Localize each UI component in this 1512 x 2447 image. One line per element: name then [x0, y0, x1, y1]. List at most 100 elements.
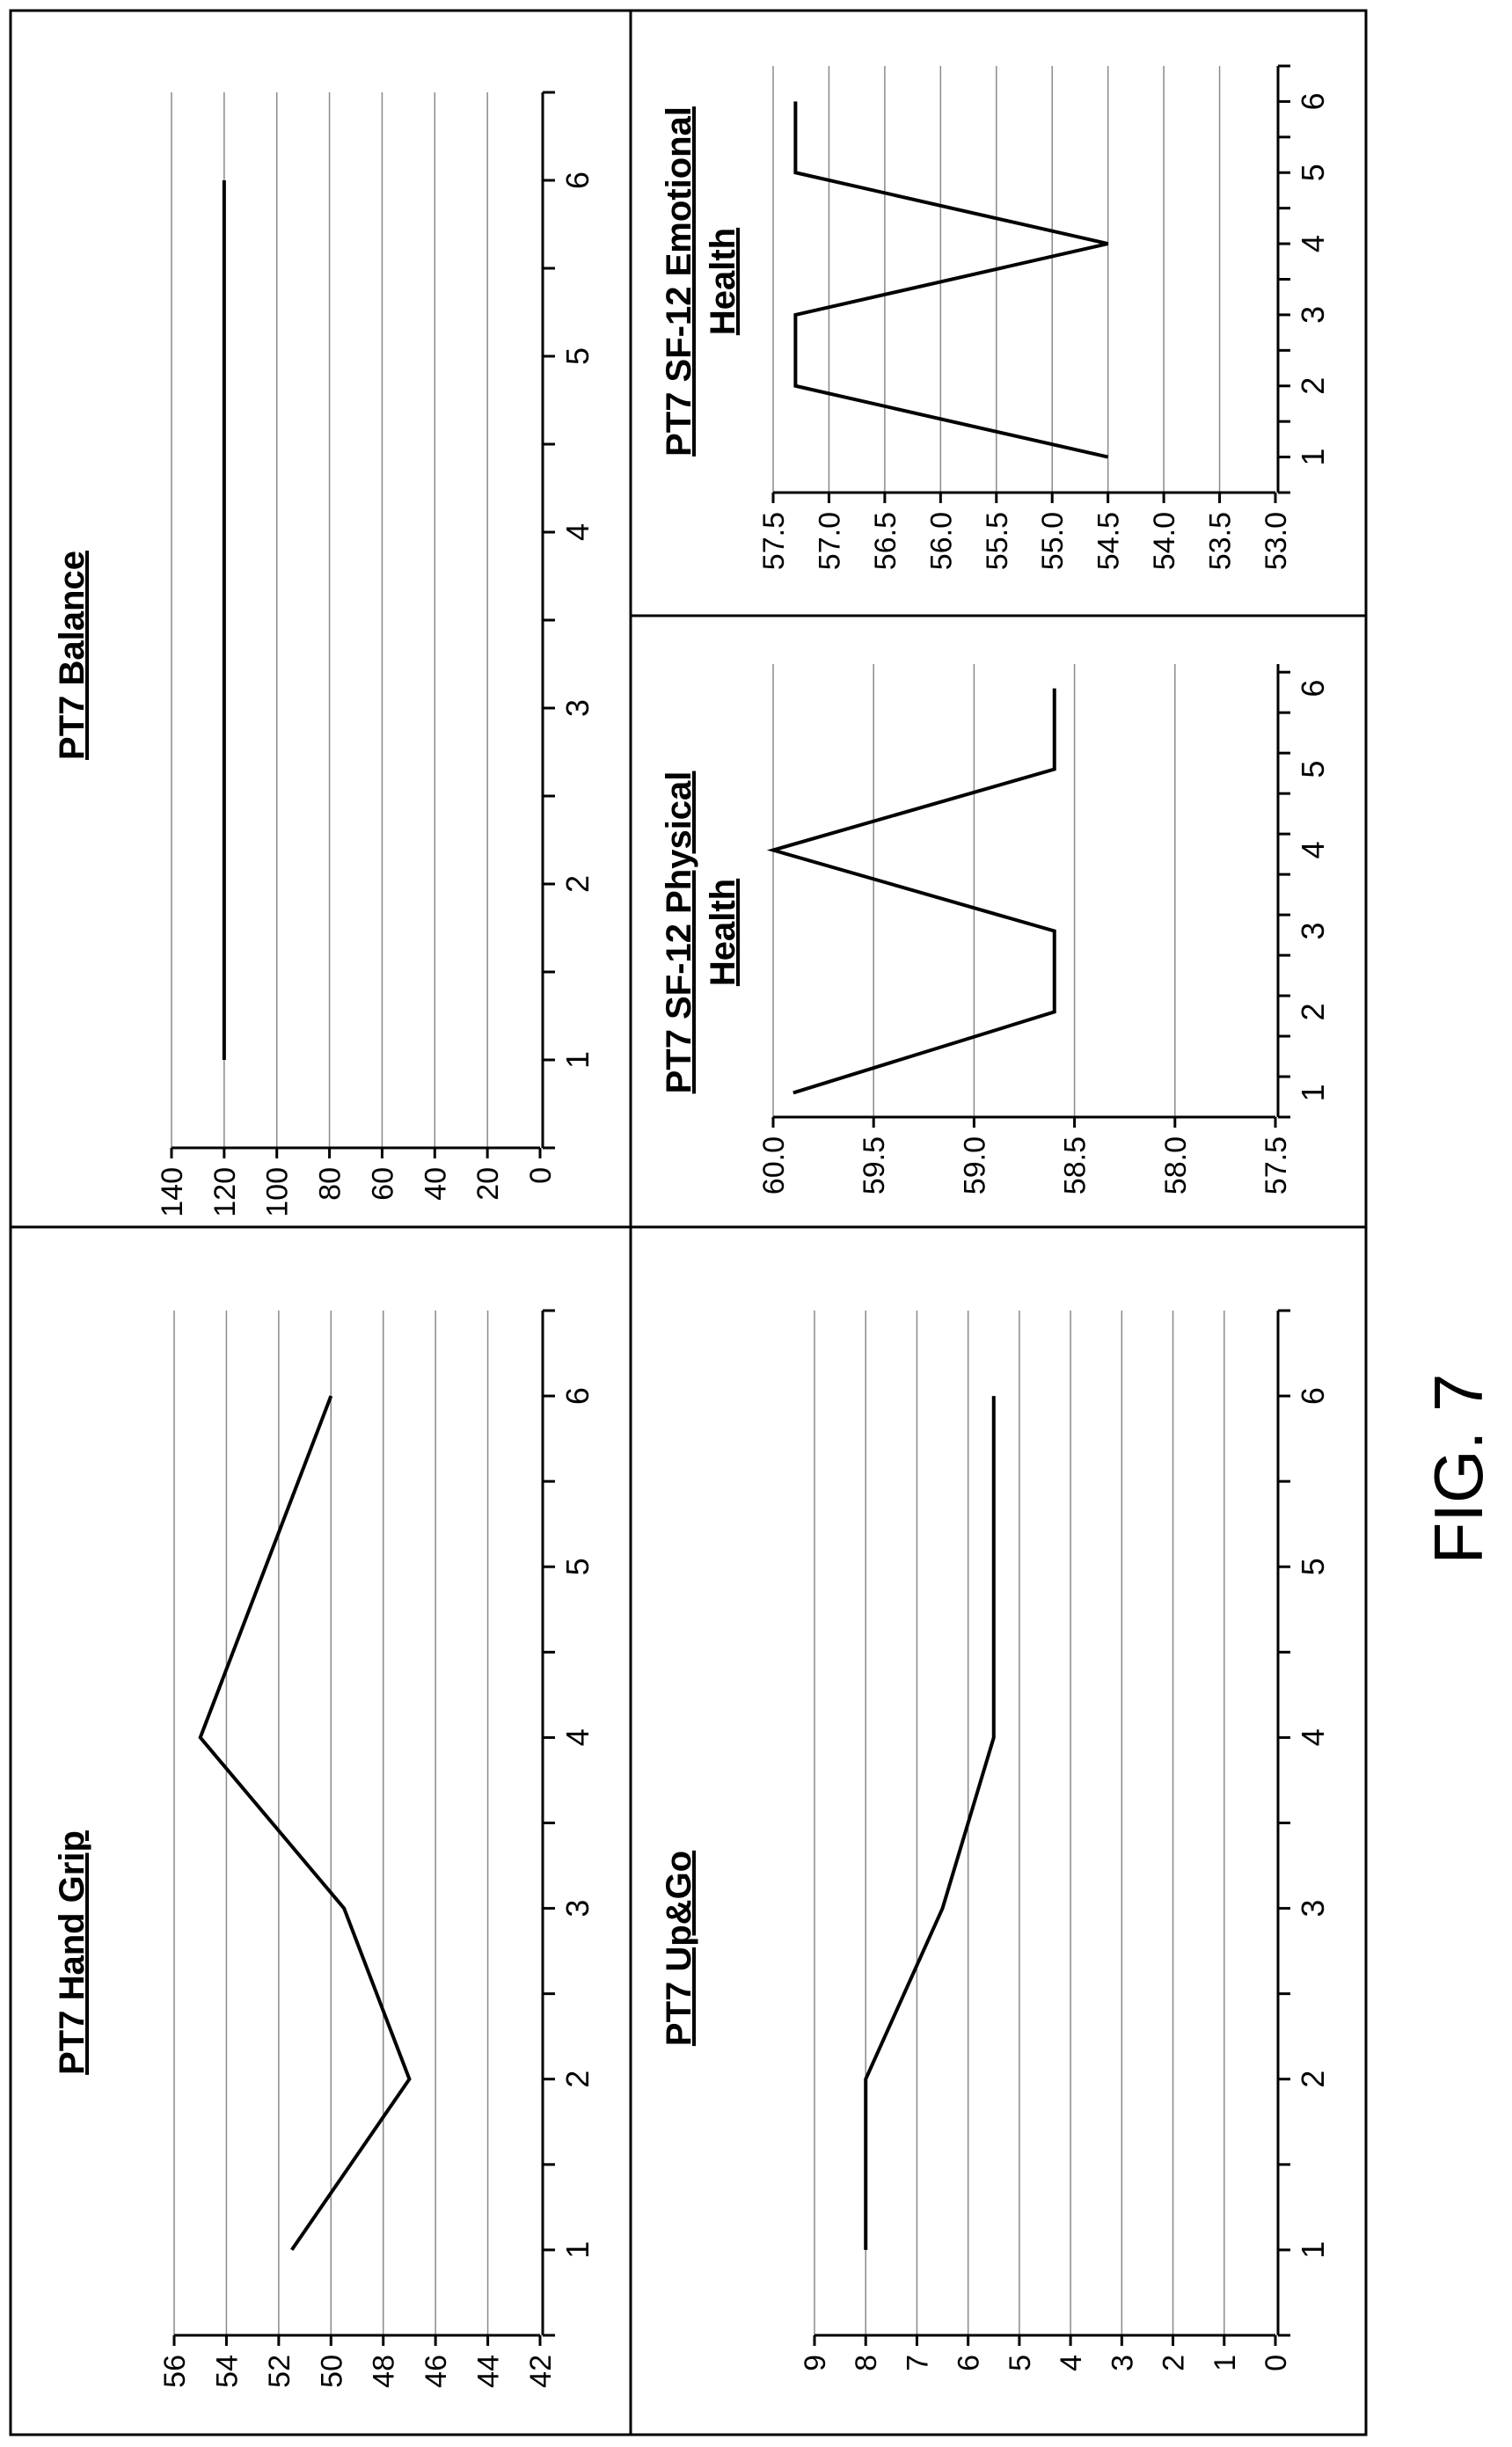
x-tick-label: 6 [1295, 92, 1331, 110]
x-tick-label: 5 [1295, 164, 1331, 181]
y-tick-label: 54 [210, 2355, 244, 2388]
x-tick-label: 4 [559, 1728, 595, 1746]
y-tick-label: 56.5 [869, 512, 902, 570]
x-tick-label: 1 [559, 1051, 595, 1069]
x-tick-label: 1 [1295, 2241, 1331, 2259]
x-tick-label: 2 [1295, 1003, 1331, 1020]
x-tick-label: 5 [559, 347, 595, 365]
y-tick-label: 42 [524, 2355, 558, 2388]
y-tick-label: 8 [850, 2355, 883, 2371]
chart-title-line: Health [704, 879, 742, 986]
x-tick-label: 2 [559, 875, 595, 893]
chart-title: PT7 SF-12 Emotional Health [660, 106, 742, 457]
x-tick-label: 1 [1295, 449, 1331, 466]
x-tick-label: 5 [1295, 1558, 1331, 1575]
chart-title-line: Health [704, 228, 742, 335]
y-tick-label: 56.0 [924, 512, 958, 570]
y-tick-label: 55.0 [1036, 512, 1070, 570]
y-tick-label: 7 [901, 2355, 934, 2371]
series-line [864, 1396, 996, 2250]
chart-title: PT7 SF-12 Physical Health [660, 771, 742, 1094]
chart-balance: 0 20 40 60 80 100 120 140 1 2 3 4 5 6 PT7 Balance [53, 91, 595, 1217]
chart-title: PT7 Up&Go [660, 1851, 698, 2046]
series-line [766, 688, 1056, 1095]
y-tick-label: 4 [1055, 2355, 1088, 2371]
y-tick-label: 53.0 [1260, 512, 1293, 570]
y-tick-label: 53.5 [1204, 512, 1238, 570]
y-tick-label: 60 [366, 1167, 399, 1201]
figure-label-group: FIG. 7 [1420, 1374, 1497, 1565]
y-tick-label: 56 [158, 2355, 192, 2388]
y-tick-label: 59.0 [958, 1136, 991, 1194]
y-tick-label: 40 [419, 1167, 452, 1201]
y-tick-label: 120 [208, 1167, 242, 1217]
y-tick-label: 52 [263, 2355, 296, 2388]
x-tick-label: 2 [1295, 2071, 1331, 2088]
chart-title-line: PT7 Hand Grip [53, 1830, 91, 2075]
x-tick-label: 3 [559, 1900, 595, 1917]
y-tick-label: 58.5 [1059, 1136, 1092, 1194]
x-tick-label: 4 [1295, 1728, 1331, 1746]
x-tick-label: 1 [559, 2241, 595, 2259]
y-tick-label: 57.5 [757, 512, 791, 570]
x-tick-label: 2 [559, 2071, 595, 2088]
chart-title-line: PT7 SF-12 Emotional [660, 106, 698, 457]
y-tick-label: 140 [156, 1167, 189, 1217]
x-tick-label: 4 [1295, 235, 1331, 252]
y-tick-label: 50 [315, 2355, 348, 2388]
y-tick-label: 9 [799, 2355, 832, 2371]
chart-sf12-emotional: 53.0 53.5 54.0 54.5 55.0 55.5 56.0 56.5 57.0 57.5… [660, 64, 1331, 570]
x-tick-label: 4 [559, 523, 595, 541]
x-tick-label: 3 [1295, 306, 1331, 324]
y-tick-label: 0 [1260, 2355, 1293, 2371]
y-tick-label: 44 [472, 2355, 506, 2388]
x-tick-label: 5 [559, 1558, 595, 1575]
y-tick-label: 80 [314, 1167, 347, 1201]
x-tick-label: 5 [1295, 761, 1331, 778]
x-tick-label: 4 [1295, 842, 1331, 859]
chart-title-line: PT7 SF-12 Physical [660, 771, 698, 1094]
y-tick-label: 6 [953, 2355, 986, 2371]
y-tick-label: 3 [1106, 2355, 1139, 2371]
y-tick-label: 20 [471, 1167, 505, 1201]
y-tick-label: 59.5 [858, 1136, 891, 1194]
panel-frame [9, 9, 1368, 2436]
chart-title-line: PT7 Up&Go [660, 1851, 698, 2046]
x-tick-label: 6 [1295, 1387, 1331, 1405]
outer-frame [9, 9, 1368, 2436]
y-tick-label: 2 [1158, 2355, 1191, 2371]
y-tick-label: 54.0 [1148, 512, 1181, 570]
y-tick-label: 46 [420, 2355, 453, 2388]
chart-title: PT7 Balance [53, 551, 91, 760]
x-tick-label: 3 [1295, 1900, 1331, 1917]
y-tick-label: 55.5 [981, 512, 1014, 570]
chart-title: PT7 Hand Grip [53, 1830, 91, 2075]
x-tick-label: 3 [559, 699, 595, 717]
y-tick-label: 57.0 [813, 512, 846, 570]
y-tick-label: 48 [368, 2355, 401, 2388]
chart-sf12-physical: 57.5 58.0 58.5 59.0 59.5 60.0 1 2 3 4 5 6 PT7 SF-12 … [660, 664, 1331, 1194]
series-line [198, 1395, 412, 2252]
x-tick-label: 2 [1295, 377, 1331, 395]
y-tick-label: 54.5 [1092, 512, 1126, 570]
x-tick-label: 1 [1295, 1084, 1331, 1101]
x-tick-label: 6 [1295, 680, 1331, 698]
chart-up-go: 0 1 2 3 4 5 6 7 8 9 1 2 3 4 5 6 PT7 Up&Go [660, 1309, 1331, 2371]
figure-label: FIG. 7 [1420, 1374, 1497, 1565]
series-line [793, 101, 1109, 459]
y-tick-label: 1 [1209, 2355, 1242, 2371]
y-tick-label: 100 [261, 1167, 295, 1217]
y-tick-label: 57.5 [1260, 1136, 1293, 1194]
y-tick-label: 58.0 [1159, 1136, 1193, 1194]
x-tick-label: 6 [559, 1387, 595, 1405]
y-tick-label: 5 [1004, 2355, 1037, 2371]
x-tick-label: 6 [559, 172, 595, 189]
x-tick-label: 3 [1295, 922, 1331, 939]
y-tick-label: 0 [524, 1167, 558, 1184]
chart-title-line: PT7 Balance [53, 551, 91, 760]
y-tick-label: 60.0 [757, 1136, 791, 1194]
